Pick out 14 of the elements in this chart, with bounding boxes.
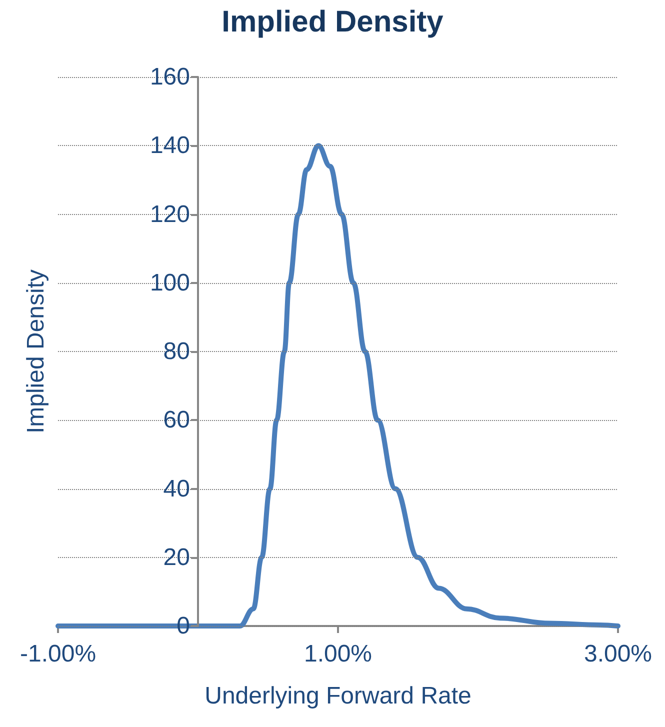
x-tick-label: -1.00%	[20, 640, 96, 668]
y-tick-label: 100	[150, 269, 190, 296]
y-tick-label: 20	[163, 544, 190, 571]
y-axis-title: Implied Density	[22, 269, 50, 434]
y-tick-label: 160	[150, 64, 190, 90]
x-tick-label: 1.00%	[304, 640, 372, 668]
y-tick-label: 40	[163, 475, 190, 502]
x-axis-title: Underlying Forward Rate	[204, 682, 472, 710]
y-tick-label: 80	[163, 338, 190, 365]
x-tick-label: 3.00%	[584, 640, 652, 668]
y-tick-label: 140	[150, 132, 190, 160]
y-tick-label: 120	[150, 200, 190, 228]
chart-title: Implied Density	[222, 6, 444, 38]
y-tick-label: 60	[163, 406, 190, 434]
